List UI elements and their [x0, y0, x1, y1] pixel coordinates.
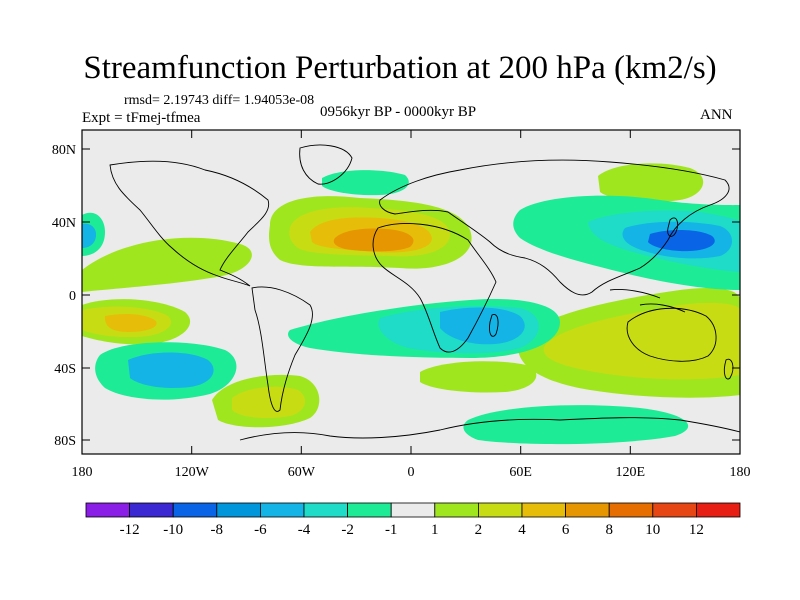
coast-greenland: [299, 144, 353, 185]
colorbar: [85, 502, 741, 518]
lat-label-equator: 0: [69, 289, 76, 304]
colorbar-label: 1: [431, 522, 439, 538]
colorbar-swatch: [85, 502, 130, 518]
colorbar-swatch: [303, 502, 348, 518]
coastlines: [109, 144, 740, 441]
contour-fields: [82, 163, 740, 445]
colorbar-label: 8: [605, 522, 613, 538]
colorbar-swatch: [434, 502, 479, 518]
negative-region-east-pacific-inner: [128, 352, 214, 388]
figure-title: Streamfunction Perturbation at 200 hPa (…: [83, 50, 717, 86]
negative-region-north-atlantic: [322, 170, 409, 196]
positive-region-australia-inner: [543, 302, 740, 380]
colorbar-swatch: [608, 502, 654, 518]
coast-north-america: [109, 160, 270, 287]
negative-region-indian-ocean-core: [440, 307, 525, 345]
coast-australia: [626, 307, 717, 362]
colorbar-label: -8: [211, 522, 224, 538]
colorbar-swatch: [259, 502, 305, 518]
lon-label-0: 0: [408, 465, 415, 480]
negative-region-west-pacific-inner: [82, 223, 97, 248]
time-period-label: 0956kyr BP - 0000kyr BP: [320, 104, 477, 120]
lat-label-80s: 80S: [54, 434, 76, 449]
colorbar-label: -1: [385, 522, 398, 538]
colorbar-label: -6: [254, 522, 267, 538]
latitude-labels: 80N 40N 0 40S 80S: [52, 143, 76, 449]
lat-label-40s: 40S: [54, 362, 76, 377]
colorbar-label: 6: [562, 522, 570, 538]
season-label: ANN: [700, 107, 733, 123]
positive-region-south-america-south-inner: [232, 386, 305, 418]
lon-label-60w: 60W: [288, 465, 316, 480]
colorbar-swatch: [696, 502, 741, 518]
positive-region-south-pacific-core: [104, 313, 157, 332]
colorbar-label: -10: [163, 522, 183, 538]
colorbar-swatch: [521, 502, 566, 518]
colorbar-label: -4: [298, 522, 311, 538]
negative-region-southern-ocean: [463, 405, 689, 445]
coast-africa: [372, 223, 497, 353]
colorbar-label: -12: [120, 522, 140, 538]
colorbar-label: 12: [689, 522, 704, 538]
experiment-label: Expt = tFmej-tfmea: [82, 110, 201, 126]
colorbar-swatch: [652, 502, 697, 518]
coast-indonesia: [609, 289, 686, 313]
lat-label-80n: 80N: [52, 143, 76, 158]
longitude-axis: [191, 130, 631, 454]
colorbar-label: 2: [475, 522, 483, 538]
lon-label-60e: 60E: [509, 465, 532, 480]
coast-eurasia: [379, 159, 730, 296]
negative-region-east-asia-peak: [648, 230, 715, 252]
colorbar-labels: -12 -10 -8 -6 -4 -2 -1 1 2 4 6 8 10 12: [120, 522, 704, 538]
colorbar-swatch: [129, 502, 174, 518]
coast-madagascar: [489, 314, 499, 337]
coast-antarctica: [239, 417, 740, 441]
colorbar-swatch: [565, 502, 610, 518]
lat-label-40n: 40N: [52, 216, 76, 231]
longitude-labels: 180 120W 60W 0 60E 120E 180: [72, 465, 751, 480]
coast-japan: [667, 217, 679, 237]
positive-region-south-atlantic: [420, 361, 537, 393]
colorbar-swatch: [477, 502, 523, 518]
colorbar-label: -2: [341, 522, 354, 538]
lon-label-120e: 120E: [616, 465, 646, 480]
lon-label-180e: 180: [730, 465, 751, 480]
rmsd-diff-stats: rmsd= 2.19743 diff= 1.94053e-08: [124, 93, 315, 108]
coast-new-zealand: [723, 358, 734, 380]
positive-region-north-pacific: [82, 237, 252, 292]
colorbar-swatch: [347, 502, 392, 518]
colorbar-label: 4: [518, 522, 526, 538]
coast-south-america: [251, 286, 313, 412]
latitude-axis: [82, 148, 740, 441]
positive-region-north-asia: [598, 163, 704, 203]
colorbar-swatch: [216, 502, 261, 518]
lon-label-120w: 120W: [175, 465, 210, 480]
colorbar-swatch: [390, 502, 436, 518]
colorbar-swatch: [172, 502, 218, 518]
lon-label-180w: 180: [72, 465, 93, 480]
map-panel: [81, 129, 741, 455]
colorbar-label: 10: [645, 522, 660, 538]
